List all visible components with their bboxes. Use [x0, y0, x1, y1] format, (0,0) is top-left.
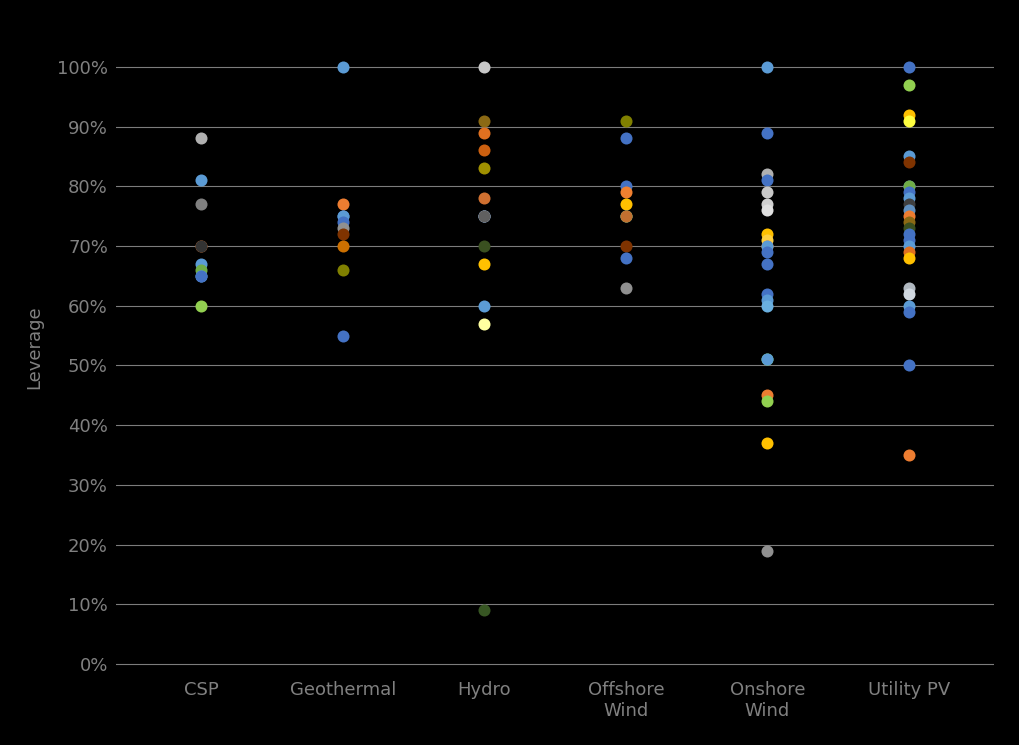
Point	[476, 299, 492, 311]
Point	[618, 210, 634, 222]
Point	[193, 174, 209, 186]
Point	[901, 204, 917, 216]
Point	[476, 604, 492, 616]
Point	[334, 216, 351, 228]
Point	[193, 264, 209, 276]
Point	[759, 246, 775, 258]
Point	[901, 79, 917, 91]
Point	[476, 210, 492, 222]
Point	[334, 228, 351, 240]
Point	[759, 186, 775, 198]
Point	[476, 317, 492, 329]
Point	[759, 198, 775, 210]
Point	[759, 354, 775, 366]
Point	[618, 240, 634, 252]
Point	[618, 133, 634, 145]
Point	[476, 115, 492, 127]
Point	[193, 240, 209, 252]
Point	[901, 228, 917, 240]
Point	[193, 240, 209, 252]
Point	[759, 437, 775, 449]
Point	[901, 109, 917, 121]
Point	[476, 210, 492, 222]
Point	[759, 127, 775, 139]
Point	[476, 210, 492, 222]
Point	[193, 299, 209, 311]
Point	[901, 360, 917, 372]
Point	[901, 186, 917, 198]
Point	[618, 115, 634, 127]
Point	[901, 252, 917, 264]
Point	[618, 252, 634, 264]
Point	[334, 61, 351, 73]
Point	[759, 396, 775, 408]
Point	[476, 210, 492, 222]
Point	[901, 449, 917, 461]
Point	[476, 162, 492, 174]
Point	[334, 198, 351, 210]
Point	[901, 222, 917, 234]
Point	[193, 258, 209, 270]
Point	[618, 198, 634, 210]
Point	[901, 299, 917, 311]
Point	[759, 228, 775, 240]
Point	[759, 294, 775, 305]
Point	[476, 145, 492, 156]
Point	[193, 198, 209, 210]
Point	[759, 174, 775, 186]
Point	[901, 246, 917, 258]
Point	[759, 354, 775, 366]
Point	[901, 198, 917, 210]
Point	[901, 282, 917, 294]
Point	[759, 234, 775, 246]
Point	[618, 282, 634, 294]
Point	[334, 210, 351, 222]
Point	[901, 61, 917, 73]
Point	[618, 210, 634, 222]
Point	[759, 204, 775, 216]
Point	[759, 390, 775, 402]
Point	[618, 180, 634, 192]
Point	[193, 270, 209, 282]
Point	[193, 133, 209, 145]
Point	[476, 127, 492, 139]
Point	[334, 264, 351, 276]
Point	[476, 240, 492, 252]
Point	[901, 180, 917, 192]
Point	[759, 258, 775, 270]
Point	[193, 270, 209, 282]
Point	[334, 329, 351, 341]
Point	[901, 192, 917, 204]
Point	[618, 186, 634, 198]
Point	[759, 299, 775, 311]
Point	[901, 288, 917, 299]
Point	[759, 240, 775, 252]
Point	[901, 115, 917, 127]
Point	[759, 61, 775, 73]
Point	[901, 180, 917, 192]
Point	[476, 61, 492, 73]
Point	[901, 150, 917, 162]
Point	[334, 240, 351, 252]
Point	[759, 168, 775, 180]
Point	[476, 192, 492, 204]
Point	[759, 288, 775, 299]
Y-axis label: Leverage: Leverage	[25, 305, 43, 390]
Point	[901, 240, 917, 252]
Point	[334, 222, 351, 234]
Point	[901, 156, 917, 168]
Point	[334, 210, 351, 222]
Point	[901, 210, 917, 222]
Point	[901, 216, 917, 228]
Point	[618, 210, 634, 222]
Point	[476, 258, 492, 270]
Point	[759, 545, 775, 557]
Point	[901, 234, 917, 246]
Point	[901, 305, 917, 317]
Point	[759, 240, 775, 252]
